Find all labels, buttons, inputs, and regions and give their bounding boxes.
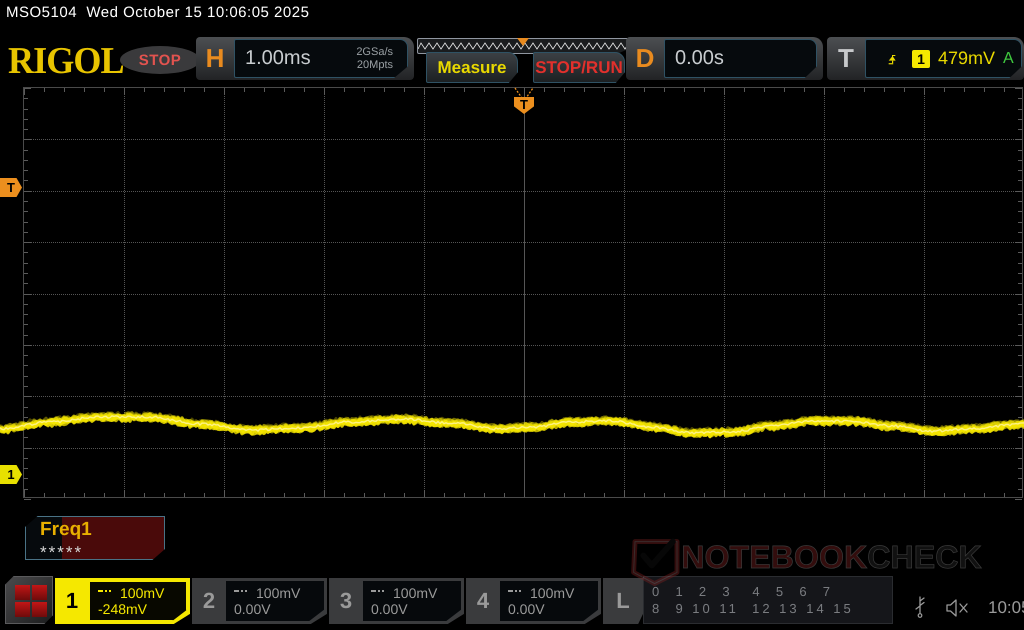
svg-text:NOTEBOOKCHECK: NOTEBOOKCHECK bbox=[681, 539, 982, 575]
